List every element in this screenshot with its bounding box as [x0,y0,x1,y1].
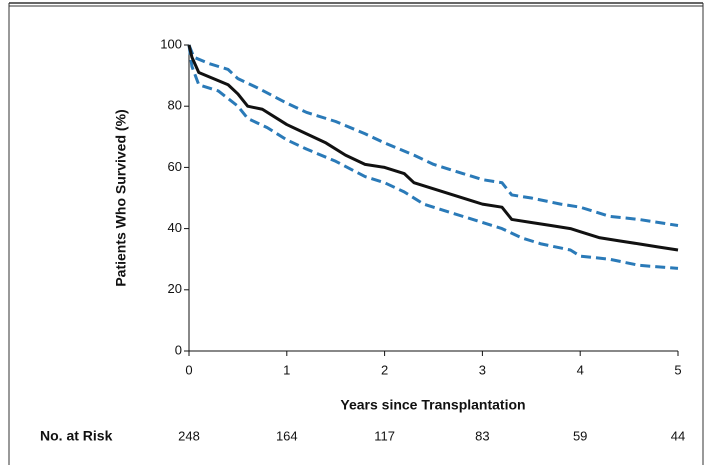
y-tick-label: 100 [160,36,182,51]
x-tick-label: 1 [283,362,290,377]
y-tick-label: 20 [168,281,182,296]
x-axis-label: Years since Transplantation [340,397,525,413]
y-tick-label: 0 [175,342,182,357]
confidence-line [187,44,679,270]
risk-count: 83 [475,428,489,443]
x-tick-label: 0 [185,362,192,377]
risk-label: No. at Risk [40,428,113,444]
risk-count: 164 [276,428,298,443]
risk-count: 248 [178,428,200,443]
x-tick-label: 4 [577,362,584,377]
x-tick-label: 5 [674,362,681,377]
survival-line [187,44,679,252]
x-tick-label: 2 [381,362,388,377]
y-axis-label: Patients Who Survived (%) [113,109,129,286]
risk-count: 117 [374,428,395,443]
confidence-line [187,44,679,228]
risk-count: 59 [573,428,587,443]
y-tick-label: 40 [168,220,182,235]
risk-count: 44 [671,428,685,443]
x-tick-label: 3 [479,362,486,377]
y-tick-label: 60 [168,159,182,174]
y-tick-label: 80 [168,98,182,113]
